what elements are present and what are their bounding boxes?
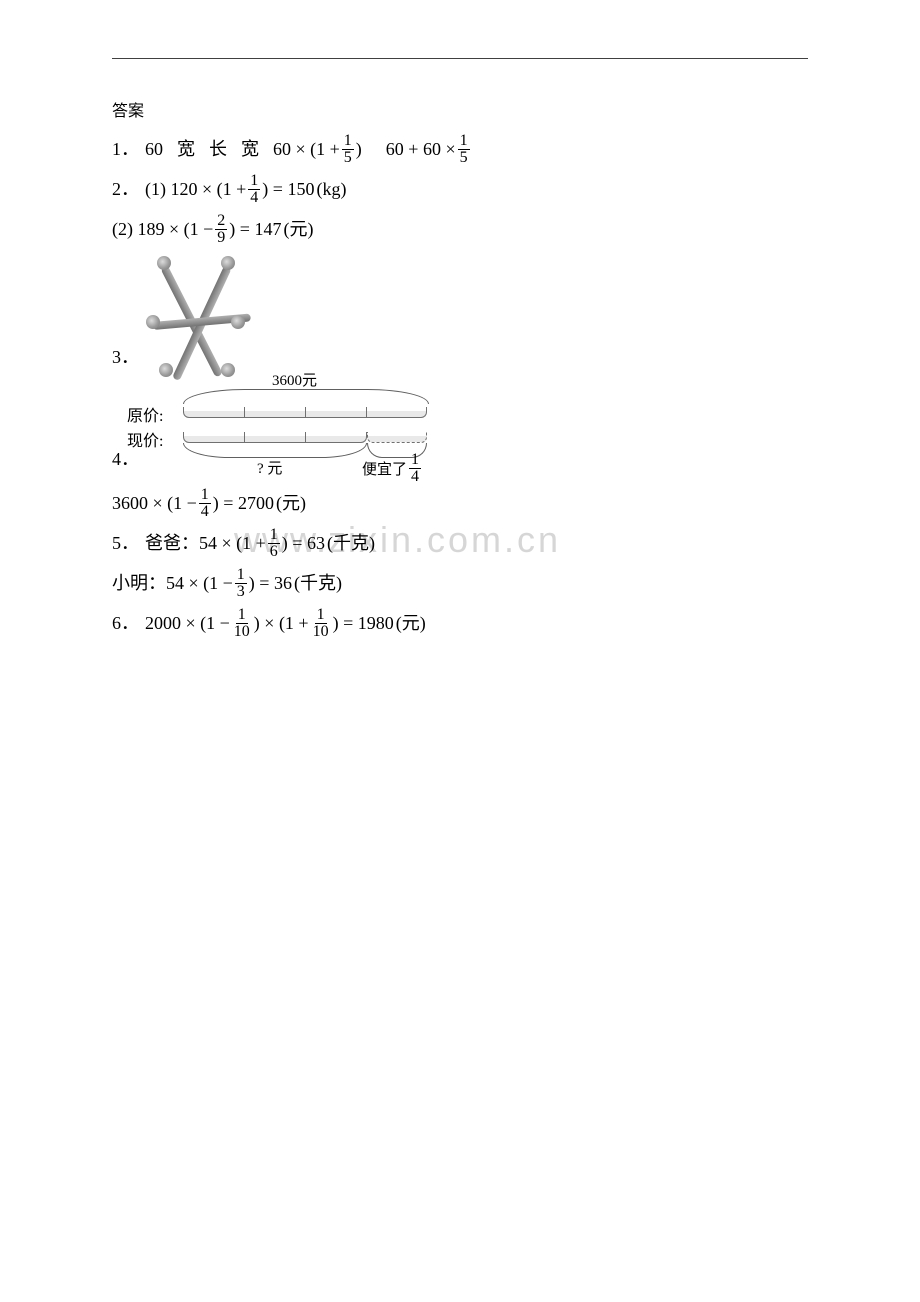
q1-val-d: 宽 [241,131,259,167]
diagram-dot [221,363,235,377]
q1-val-a: 60 [145,131,163,167]
diagram-dot [231,315,245,329]
price-bar-diagram: 3600元 原价: 现价: ? 元 便宜了 1 4 [127,385,447,481]
q5-ming-unit: (千克) [294,565,342,601]
q6-pre1: 2000 × (1 − [145,605,230,641]
fraction: 1 10 [232,608,252,639]
fraction: 1 10 [311,608,331,639]
q3-number: 3． [112,339,139,375]
label-current: 现价: [127,427,163,451]
page: 答案 1． 60 宽 长 宽 60 × (1 + 1 5 ) 60 + 60 ×… [0,0,920,641]
answer-5a: 5． 爸爸： 54 × (1 + 1 6 ) = 63 (千克) [112,525,808,561]
answer-2b: (2) 189 × (1 − 2 9 ) = 147 (元) [112,211,808,247]
q1-expr1-pre: 60 × (1 + [273,131,340,167]
top-rule [112,58,808,59]
q2-p2-unit: (元) [283,211,313,247]
discount-label: 便宜了 1 4 [362,453,423,484]
bottom-brace-left [183,443,367,458]
q1-val-b: 宽 [177,131,195,167]
q5-dad-pre: 54 × (1 + [199,525,266,561]
q1-expr2-pre: 60 + 60 × [386,131,456,167]
diagram-dot [157,256,171,270]
answer-5b: 小明： 54 × (1 − 1 3 ) = 36 (千克) [112,565,808,601]
q4-calc-post: ) = 2700 [213,485,274,521]
fraction: 1 4 [409,453,421,484]
question-label: ? 元 [257,457,282,478]
fraction: 1 4 [248,174,260,205]
q2-p1-unit: (kg) [316,171,346,207]
q2-number: 2． [112,171,139,207]
q6-number: 6． [112,605,139,641]
answer-5-block: www.zixin.com.cn 5． 爸爸： 54 × (1 + 1 6 ) … [112,525,808,601]
label-original: 原价: [127,402,163,426]
fraction: 1 3 [235,568,247,599]
diagram-dot [159,363,173,377]
q5-dad-post: ) = 63 [282,525,325,561]
cross-diagram [141,253,256,379]
top-brace [183,389,429,404]
q5-dad-unit: (千克) [327,525,375,561]
bar-current-dashed [367,432,427,443]
diagram-dot [146,315,160,329]
answer-2a: 2． (1) 120 × (1 + 1 4 ) = 150 (kg) [112,171,808,207]
q1-expr1-post: ) [356,131,362,167]
diagram-dot [221,256,235,270]
q2-p1-pre: (1) 120 × (1 + [145,171,246,207]
answer-1: 1． 60 宽 长 宽 60 × (1 + 1 5 ) 60 + 60 × 1 … [112,131,808,167]
section-title: 答案 [112,97,808,121]
q1-number: 1． [112,131,139,167]
q4-calc-pre: 3600 × (1 − [112,485,197,521]
q2-p2-pre: (2) 189 × (1 − [112,211,213,247]
q6-unit: (元) [396,605,426,641]
answer-4-calc: 3600 × (1 − 1 4 ) = 2700 (元) [112,485,808,521]
bar-original [183,407,427,418]
q4-unit: (元) [276,485,306,521]
fraction: 1 5 [342,134,354,165]
top-value-label: 3600元 [272,369,317,390]
q5-dad-label: 爸爸： [145,525,199,561]
answer-6: 6． 2000 × (1 − 1 10 ) × (1 + 1 10 ) = 19… [112,605,808,641]
q2-p1-post: ) = 150 [262,171,314,207]
q1-val-c: 长 [209,131,227,167]
q5-ming-pre: 54 × (1 − [166,565,233,601]
q2-p2-post: ) = 147 [229,211,281,247]
q5-ming-post: ) = 36 [249,565,292,601]
fraction: 2 9 [215,214,227,245]
q6-post: ) = 1980 [333,605,394,641]
answer-4-diagram-row: 4． 3600元 原价: 现价: ? 元 便宜了 1 [112,379,808,481]
fraction: 1 4 [199,488,211,519]
q5-number: 5． [112,525,139,561]
fraction: 1 6 [268,528,280,559]
answer-3: 3． [112,251,808,379]
q6-mid: ) × (1 + [254,605,309,641]
q5-ming-label: 小明： [112,565,166,601]
fraction: 1 5 [458,134,470,165]
bar-current-solid [183,432,367,443]
